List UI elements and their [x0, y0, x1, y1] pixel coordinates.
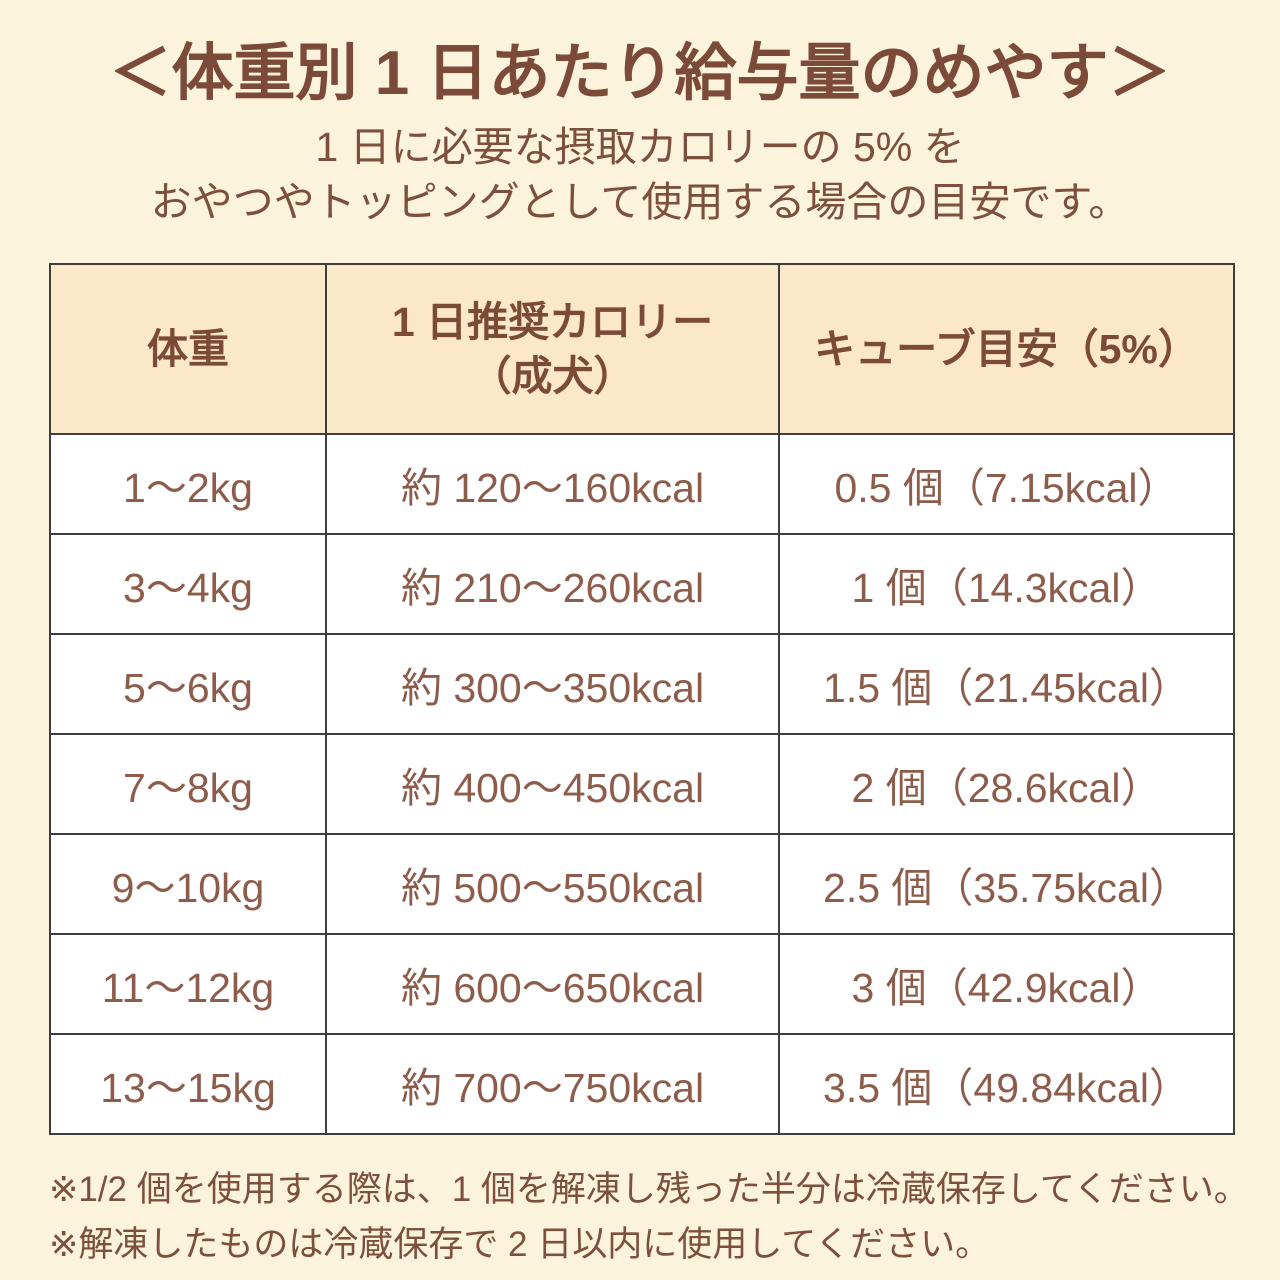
table-row: 5〜6kg 約 300〜350kcal 1.5 個（21.45kcal）	[49, 633, 1235, 735]
cubes-cell: 3.5 個（49.84kcal）	[778, 1033, 1235, 1135]
page-subtitle: 1 日に必要な摂取カロリーの 5% を おやつやトッピングとして使用する場合の目…	[0, 120, 1280, 230]
weight-cell: 7〜8kg	[49, 733, 327, 835]
header-cell-weight: 体重	[49, 263, 327, 435]
table-row: 1〜2kg 約 120〜160kcal 0.5 個（7.15kcal）	[49, 433, 1235, 535]
cubes-cell: 2.5 個（35.75kcal）	[778, 833, 1235, 935]
cubes-cell: 0.5 個（7.15kcal）	[778, 433, 1235, 535]
weight-cell: 1〜2kg	[49, 433, 327, 535]
calories-cell: 約 120〜160kcal	[325, 433, 780, 535]
calories-cell: 約 400〜450kcal	[325, 733, 780, 835]
calories-cell: 約 300〜350kcal	[325, 633, 780, 735]
weight-cell: 13〜15kg	[49, 1033, 327, 1135]
cubes-cell: 3 個（42.9kcal）	[778, 933, 1235, 1035]
table-row: 9〜10kg 約 500〜550kcal 2.5 個（35.75kcal）	[49, 833, 1235, 935]
header-cell-cubes: キューブ目安（5%）	[778, 263, 1235, 435]
subtitle-line-2: おやつやトッピングとして使用する場合の目安です。	[150, 179, 1130, 225]
subtitle-line-1: 1 日に必要な摂取カロリーの 5% を	[315, 124, 965, 170]
table-row: 3〜4kg 約 210〜260kcal 1 個（14.3kcal）	[49, 533, 1235, 635]
footnote-1: ※1/2 個を使用する際は、1 個を解凍し残った半分は冷蔵保存してください。	[49, 1170, 1249, 1209]
feeding-guide-table: 体重 1 日推奨カロリー （成犬） キューブ目安（5%） 1〜2kg 約 120…	[49, 263, 1235, 1135]
calories-cell: 約 700〜750kcal	[325, 1033, 780, 1135]
weight-cell: 9〜10kg	[49, 833, 327, 935]
cubes-cell: 1 個（14.3kcal）	[778, 533, 1235, 635]
cubes-cell: 2 個（28.6kcal）	[778, 733, 1235, 835]
footnotes: ※1/2 個を使用する際は、1 個を解凍し残った半分は冷蔵保存してください。 ※…	[49, 1162, 1249, 1272]
header-cell-calories: 1 日推奨カロリー （成犬）	[325, 263, 780, 435]
page-title: ＜体重別 1 日あたり給与量のめやす＞	[109, 39, 1171, 108]
weight-cell: 11〜12kg	[49, 933, 327, 1035]
calories-cell: 約 600〜650kcal	[325, 933, 780, 1035]
calories-cell: 約 500〜550kcal	[325, 833, 780, 935]
cubes-cell: 1.5 個（21.45kcal）	[778, 633, 1235, 735]
calories-cell: 約 210〜260kcal	[325, 533, 780, 635]
table-row: 7〜8kg 約 400〜450kcal 2 個（28.6kcal）	[49, 733, 1235, 835]
weight-cell: 5〜6kg	[49, 633, 327, 735]
footnote-2: ※解凍したものは冷蔵保存で 2 日以内に使用してください。	[49, 1225, 991, 1264]
table-row: 11〜12kg 約 600〜650kcal 3 個（42.9kcal）	[49, 933, 1235, 1035]
table-header-row: 体重 1 日推奨カロリー （成犬） キューブ目安（5%）	[49, 263, 1235, 435]
weight-cell: 3〜4kg	[49, 533, 327, 635]
table-row: 13〜15kg 約 700〜750kcal 3.5 個（49.84kcal）	[49, 1033, 1235, 1135]
